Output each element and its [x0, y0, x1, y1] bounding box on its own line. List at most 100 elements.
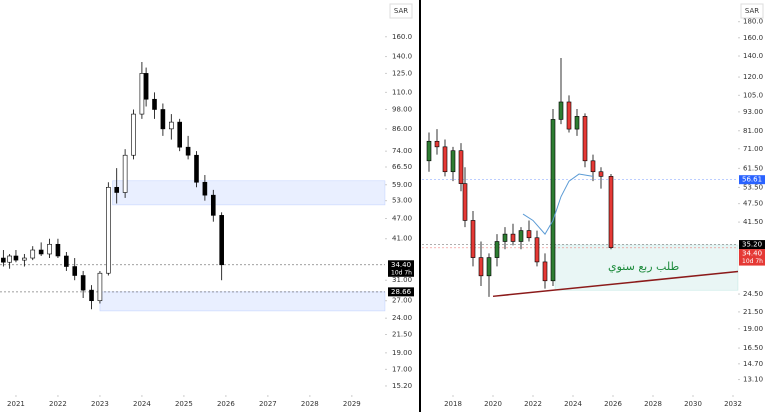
x-tick-label: 2032 [724, 400, 742, 408]
x-tick-label: 2022 [49, 400, 67, 408]
y-tick-label: 13.10 [743, 376, 763, 384]
x-tick-label: 2023 [91, 400, 109, 408]
y-tick-label: 41.50 [743, 218, 763, 226]
x-tick-label: 2028 [301, 400, 319, 408]
annotation: طلب ربع سنوي [608, 260, 680, 273]
y-tick-label: 120.0 [743, 73, 763, 81]
candle-body [219, 215, 224, 266]
zone [112, 180, 386, 206]
x-tick-label: 2022 [524, 400, 542, 408]
candle-body [80, 275, 86, 291]
candle-body [152, 98, 157, 110]
currency: SAR [745, 7, 759, 15]
y-tick-label: 180.0 [743, 18, 763, 26]
x-tick-label: 2018 [444, 400, 462, 408]
trendline [492, 270, 739, 298]
x-tick-label: 2025 [175, 400, 193, 408]
candle-body [194, 154, 199, 183]
candle-body [518, 230, 524, 242]
y-tick-label: 160.0 [392, 33, 412, 41]
candle-body [185, 146, 191, 156]
price-label-box [388, 287, 414, 297]
x-tick-label: 2028 [644, 400, 662, 408]
x-tick-label: 2026 [604, 400, 622, 408]
candle-body [534, 237, 540, 263]
x-tick-label: 2027 [259, 400, 277, 408]
candle-body [7, 255, 12, 263]
candle-body [574, 116, 580, 130]
y-tick-label: 93.00 [743, 108, 763, 116]
candle-body [210, 194, 216, 216]
candle-body [458, 150, 464, 184]
candle-body [97, 272, 103, 302]
x-tick-label: 2030 [684, 400, 702, 408]
price-label: 56.61 [742, 176, 762, 184]
candle-body [558, 101, 564, 120]
candle-body [582, 116, 588, 162]
x-tick-label: 2029 [343, 400, 361, 408]
y-tick-label: 59.00 [392, 181, 412, 189]
countdown-box [739, 257, 765, 266]
candle-body [122, 154, 128, 193]
y-tick-label: 140.0 [392, 53, 412, 61]
price-label: 35.20 [742, 241, 762, 249]
candle-body [608, 176, 614, 249]
y-tick-label: 19.00 [743, 325, 763, 333]
price-label: 28.66 [391, 288, 412, 296]
y-tick-label: 14.70 [743, 360, 763, 368]
y-tick-label: 125.0 [392, 69, 412, 77]
price-label-box [739, 240, 765, 250]
x-tick-label: 2024 [133, 400, 151, 408]
y-tick-label: 160.0 [743, 34, 763, 42]
candle-body [526, 230, 532, 239]
y-tick-label: 81.00 [743, 127, 763, 135]
y-tick-label: 24.00 [392, 314, 412, 322]
price-label-box [388, 260, 414, 270]
candle-body [1, 257, 6, 263]
y-tick-label: 86.00 [392, 125, 412, 133]
y-tick-label: 31.00 [392, 276, 412, 284]
y-tick-label: 53.00 [392, 197, 412, 205]
candle-body [450, 150, 456, 173]
candle-body [143, 73, 149, 100]
y-tick-label: 19.00 [392, 349, 412, 357]
candle-body [202, 181, 208, 196]
currency-box [389, 3, 413, 19]
candle-body [55, 243, 61, 257]
candle-body [160, 109, 166, 130]
y-tick-label: 66.50 [392, 163, 412, 171]
candle-body [131, 113, 136, 156]
candle-body [38, 249, 44, 255]
countdown-box [388, 268, 414, 277]
candle-body [22, 257, 27, 261]
y-tick-label: 41.00 [392, 235, 412, 243]
candle-body [550, 119, 556, 282]
candle-body [566, 101, 572, 130]
y-tick-label: 74.00 [392, 147, 412, 155]
y-tick-label: 21.50 [392, 331, 412, 339]
currency: SAR [394, 7, 408, 15]
candle-body [72, 266, 78, 276]
candle-body [30, 249, 36, 259]
y-tick-label: 27.00 [392, 297, 412, 305]
candle-body [89, 289, 94, 302]
y-tick-label: 105.0 [743, 91, 763, 99]
x-tick-label: 2021 [7, 400, 25, 408]
candle-body [177, 121, 182, 148]
candle-body [510, 233, 516, 242]
y-tick-label: 61.50 [743, 164, 763, 172]
candle-body [442, 146, 448, 173]
candle-body [486, 257, 492, 277]
y-tick-label: 47.50 [743, 200, 763, 208]
price-label: 34.40 [742, 250, 762, 258]
price-label-box [739, 175, 765, 185]
candle-body [13, 255, 19, 261]
currency-box [740, 3, 764, 19]
candle-body [106, 186, 111, 274]
price-label-box [739, 249, 765, 259]
divider [419, 0, 421, 412]
